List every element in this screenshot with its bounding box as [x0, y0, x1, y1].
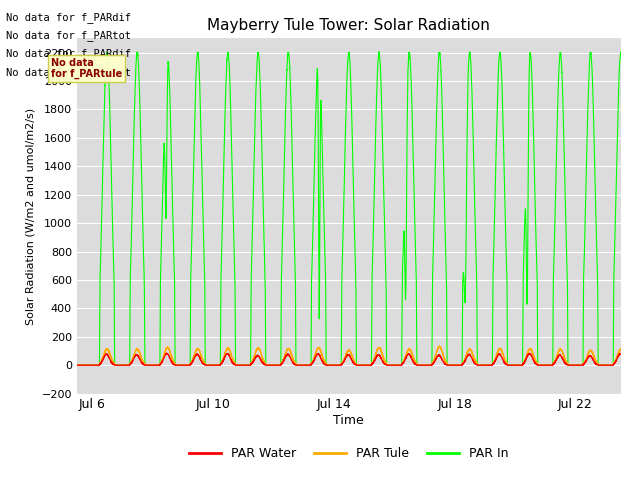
X-axis label: Time: Time	[333, 414, 364, 427]
Text: No data for f_PARtot: No data for f_PARtot	[6, 67, 131, 78]
Legend: PAR Water, PAR Tule, PAR In: PAR Water, PAR Tule, PAR In	[184, 443, 513, 466]
Y-axis label: Solar Radiation (W/m2 and umol/m2/s): Solar Radiation (W/m2 and umol/m2/s)	[26, 108, 36, 324]
Text: No data for f_PARtot: No data for f_PARtot	[6, 30, 131, 41]
Text: No data for f_PARdif: No data for f_PARdif	[6, 12, 131, 23]
Text: No data
for f_PARtule: No data for f_PARtule	[51, 58, 122, 80]
Text: No data for f_PARdif: No data for f_PARdif	[6, 48, 131, 60]
Title: Mayberry Tule Tower: Solar Radiation: Mayberry Tule Tower: Solar Radiation	[207, 18, 490, 33]
